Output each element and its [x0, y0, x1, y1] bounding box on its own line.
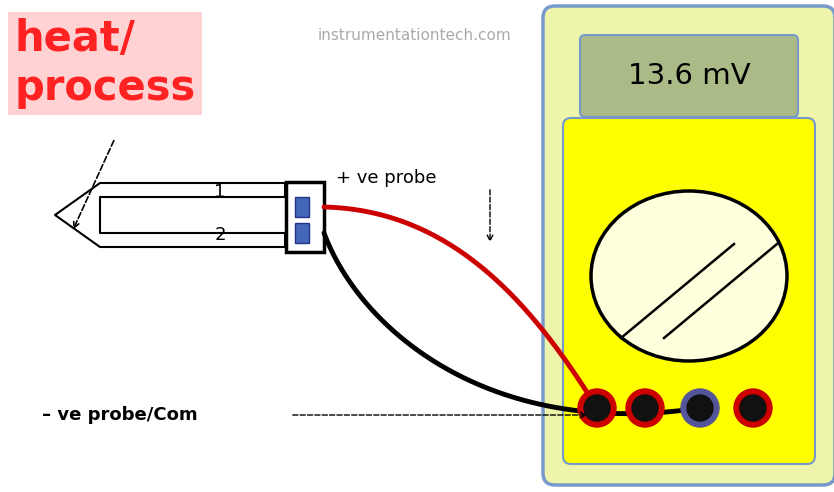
FancyBboxPatch shape: [580, 35, 798, 117]
Circle shape: [734, 389, 772, 427]
Circle shape: [687, 395, 713, 421]
Text: 13.6 mV: 13.6 mV: [628, 62, 751, 90]
Text: 2: 2: [214, 226, 226, 244]
FancyBboxPatch shape: [286, 182, 324, 252]
Ellipse shape: [591, 191, 787, 361]
FancyBboxPatch shape: [543, 6, 834, 485]
Text: instrumentationtech.com: instrumentationtech.com: [318, 28, 512, 43]
Text: 1: 1: [214, 183, 226, 201]
Circle shape: [584, 395, 610, 421]
FancyBboxPatch shape: [563, 118, 815, 464]
Circle shape: [681, 389, 719, 427]
Circle shape: [632, 395, 658, 421]
Circle shape: [740, 395, 766, 421]
Text: – ve probe/Com: – ve probe/Com: [42, 406, 198, 424]
Circle shape: [578, 389, 616, 427]
Text: heat/
process: heat/ process: [14, 18, 195, 109]
Text: + ve probe: + ve probe: [336, 169, 436, 187]
FancyBboxPatch shape: [295, 197, 309, 217]
FancyBboxPatch shape: [295, 223, 309, 243]
Circle shape: [626, 389, 664, 427]
